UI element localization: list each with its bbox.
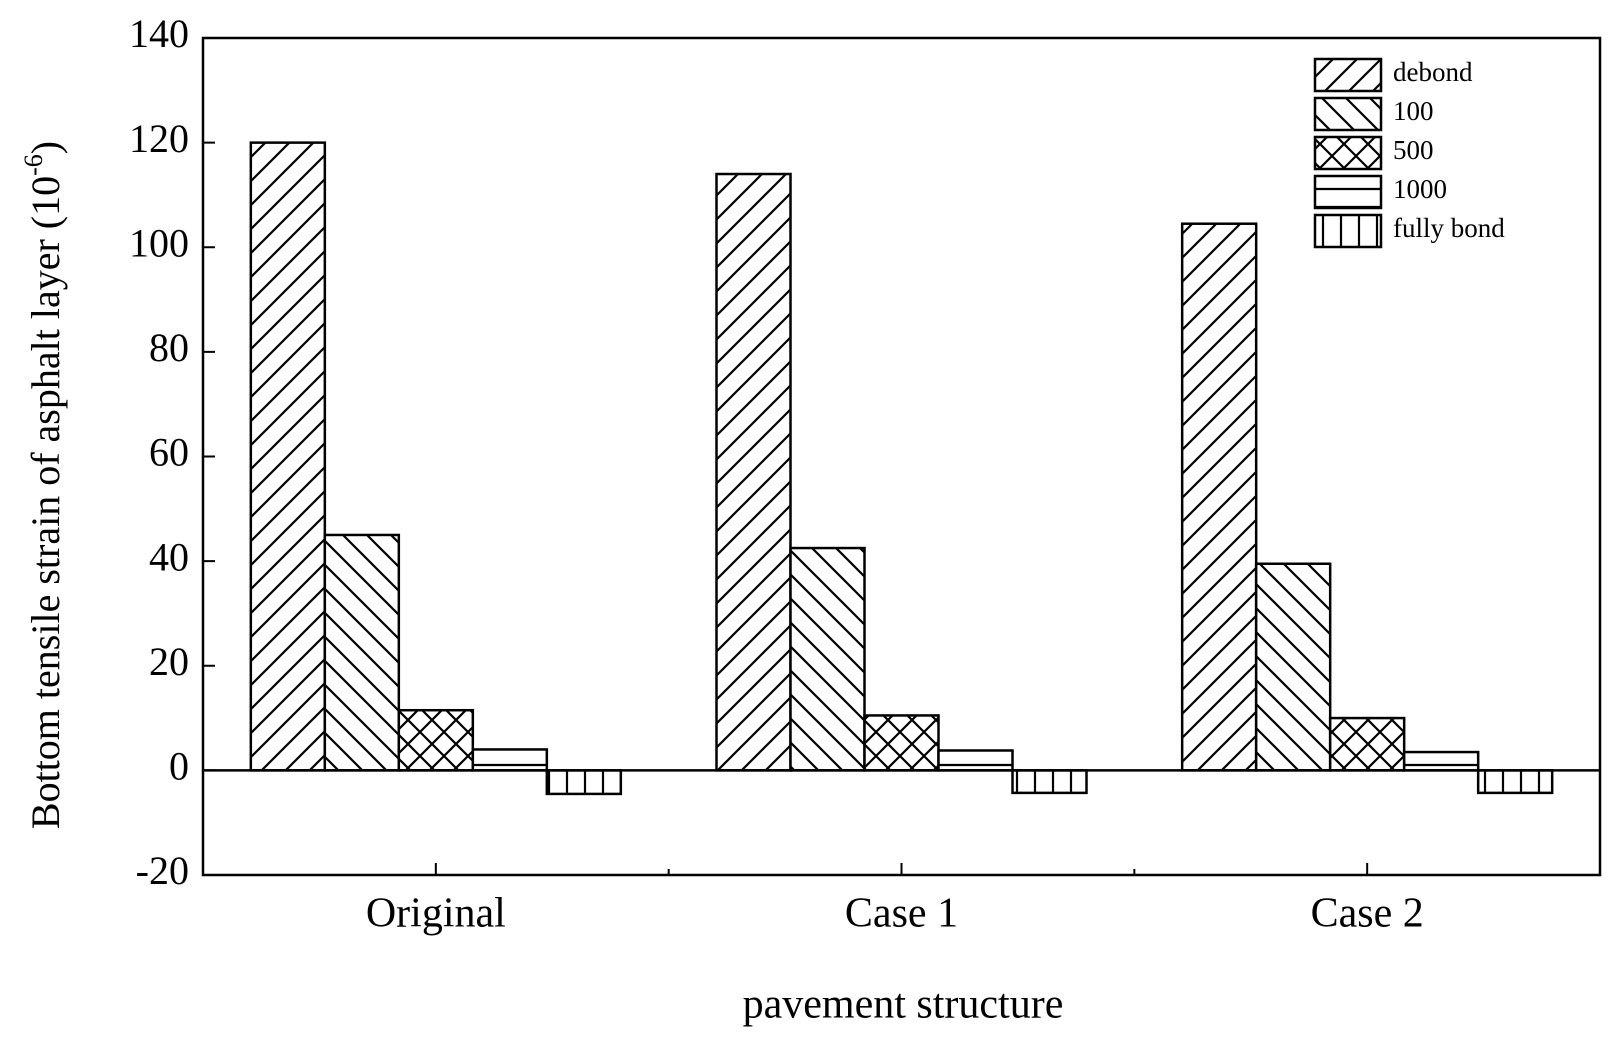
y-tick-label: 0 [169, 744, 189, 789]
bar [1402, 750, 1480, 772]
legend-swatch [1313, 135, 1383, 171]
bar [323, 533, 401, 772]
legend-label: 500 [1393, 135, 1434, 165]
bar [1180, 222, 1258, 772]
bar [471, 748, 549, 772]
legend-swatch [1313, 57, 1383, 93]
bar [789, 546, 866, 772]
y-axis-label: Bottom tensile strain of asphalt layer (… [19, 141, 68, 829]
legend-label: 1000 [1393, 174, 1447, 204]
plot-frame [201, 36, 1602, 877]
bar [1254, 562, 1332, 772]
y-tick-label: -20 [136, 848, 189, 893]
bar [1328, 716, 1406, 772]
bar [715, 172, 792, 772]
bar [249, 141, 327, 772]
legend-label: 100 [1393, 96, 1434, 126]
legend-swatch [1313, 174, 1383, 210]
y-tick-label: 140 [129, 11, 189, 56]
y-tick-label: 60 [149, 430, 189, 475]
y-axis-label-close: ) [23, 141, 68, 154]
y-tick-label: 120 [129, 116, 189, 161]
legend-swatch [1313, 96, 1383, 132]
bar [1476, 769, 1554, 795]
legend-label: fully bond [1393, 213, 1505, 243]
y-axis-label-exponent: -6 [19, 154, 48, 176]
bar [397, 708, 475, 772]
y-tick-label: 20 [149, 639, 189, 684]
y-axis-label-text: Bottom tensile strain of asphalt layer (… [23, 176, 68, 829]
y-tick-label: 100 [129, 220, 189, 265]
y-tick-label: 80 [149, 325, 189, 370]
bar [863, 714, 940, 772]
x-tick-label: Case 2 [1311, 891, 1424, 937]
x-tick-label: Original [366, 891, 506, 937]
x-axis-label: pavement structure [743, 982, 1064, 1028]
y-tick-label: 40 [149, 534, 189, 579]
bar [937, 749, 1014, 772]
bar [1011, 769, 1088, 795]
x-tick-label: Case 1 [845, 891, 958, 937]
bar [545, 769, 623, 796]
legend-label: debond [1393, 57, 1473, 87]
legend-swatch [1313, 213, 1383, 249]
